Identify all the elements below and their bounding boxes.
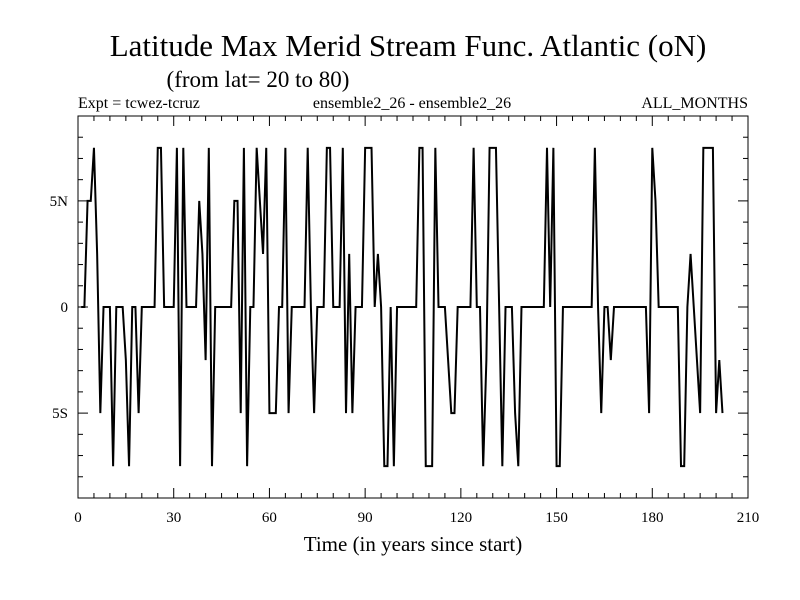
x-tick-label: 60 xyxy=(262,510,277,526)
series-line xyxy=(81,146,724,468)
months-label: ALL_MONTHS xyxy=(641,95,748,112)
y-tick-label: 5N xyxy=(50,194,69,210)
y-tick-label: 0 xyxy=(61,300,69,316)
x-tick-label: 30 xyxy=(166,510,181,526)
x-tick-label: 0 xyxy=(74,510,82,526)
y-tick-label: 5S xyxy=(52,406,68,422)
x-tick-label: 90 xyxy=(358,510,373,526)
x-tick-label: 150 xyxy=(545,510,568,526)
ensemble-label: ensemble2_26 - ensemble2_26 xyxy=(313,95,511,112)
x-tick-label: 210 xyxy=(737,510,760,526)
experiment-label: Expt = tcwez-tcruz xyxy=(78,95,200,112)
x-tick-labels: 0 30 60 90 120 150 180 210 xyxy=(74,510,759,526)
chart-subtitle: (from lat= 20 to 80) xyxy=(167,67,350,92)
x-tick-label: 180 xyxy=(641,510,664,526)
x-axis-label: Time (in years since start) xyxy=(304,532,523,556)
x-tick-label: 120 xyxy=(450,510,473,526)
y-tick-labels: 5S 0 5N xyxy=(50,194,69,422)
axis-ticks xyxy=(77,115,749,499)
chart-title: Latitude Max Merid Stream Func. Atlantic… xyxy=(110,28,707,63)
